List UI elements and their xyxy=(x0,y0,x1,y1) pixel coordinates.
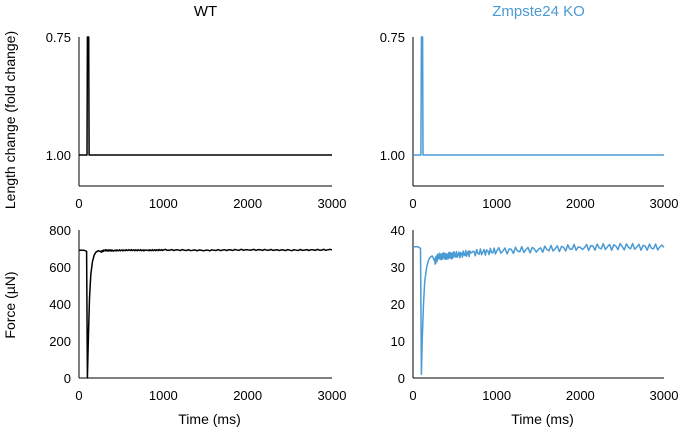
x-tick-label: 1000 xyxy=(482,196,511,211)
y-tick-label: 0 xyxy=(64,371,71,386)
x-tick-label: 3000 xyxy=(318,196,347,211)
x-axis-label: Time (ms) xyxy=(178,411,240,427)
chart-ko-force: 0 1000 2000 3000 0 10 20 30 40 Time (ms) xyxy=(391,223,679,427)
row-label-force: Force (µN) xyxy=(2,271,18,338)
y-tick-label: 10 xyxy=(391,334,405,349)
y-tick-label: 1.00 xyxy=(46,148,71,163)
x-tick-label: 1000 xyxy=(149,196,178,211)
y-tick-label: 0.75 xyxy=(46,30,71,45)
x-tick-label: 1000 xyxy=(482,388,511,403)
x-tick-label: 0 xyxy=(75,196,82,211)
x-tick-label: 0 xyxy=(75,388,82,403)
chart-title: Zmpste24 KO xyxy=(492,3,585,20)
x-tick-label: 3000 xyxy=(650,388,679,403)
x-tick-label: 2000 xyxy=(566,196,595,211)
series-line xyxy=(79,248,333,379)
y-tick-label: 200 xyxy=(49,334,71,349)
y-tick-label: 400 xyxy=(49,297,71,312)
x-tick-label: 2000 xyxy=(233,388,262,403)
chart-wt-force: 0 1000 2000 3000 0 200 400 600 800 Time (ms) xyxy=(49,223,346,427)
chart-ko-length: Zmpste24 KO 0 1000 2000 3000 0.75 1.00 xyxy=(380,3,679,211)
x-tick-label: 3000 xyxy=(318,388,347,403)
y-tick-label: 0.75 xyxy=(380,30,405,45)
y-tick-label: 40 xyxy=(391,223,405,238)
y-tick-label: 1.00 xyxy=(380,148,405,163)
x-tick-label: 0 xyxy=(409,388,416,403)
chart-wt-length: WT 0 1000 2000 3000 0.75 1.00 xyxy=(46,3,347,211)
y-tick-label: 30 xyxy=(391,260,405,275)
x-tick-label: 0 xyxy=(409,196,416,211)
row-label-length: Length change (fold change) xyxy=(2,31,18,209)
chart-title: WT xyxy=(194,3,217,20)
x-tick-label: 1000 xyxy=(149,388,178,403)
x-tick-label: 2000 xyxy=(566,388,595,403)
y-tick-label: 20 xyxy=(391,297,405,312)
y-tick-label: 800 xyxy=(49,223,71,238)
x-tick-label: 2000 xyxy=(233,196,262,211)
series-line xyxy=(79,36,332,156)
series-line xyxy=(413,242,665,376)
y-tick-label: 0 xyxy=(398,371,405,386)
y-tick-label: 600 xyxy=(49,260,71,275)
x-tick-label: 3000 xyxy=(650,196,679,211)
series-line xyxy=(413,36,664,156)
x-axis-label: Time (ms) xyxy=(511,411,573,427)
